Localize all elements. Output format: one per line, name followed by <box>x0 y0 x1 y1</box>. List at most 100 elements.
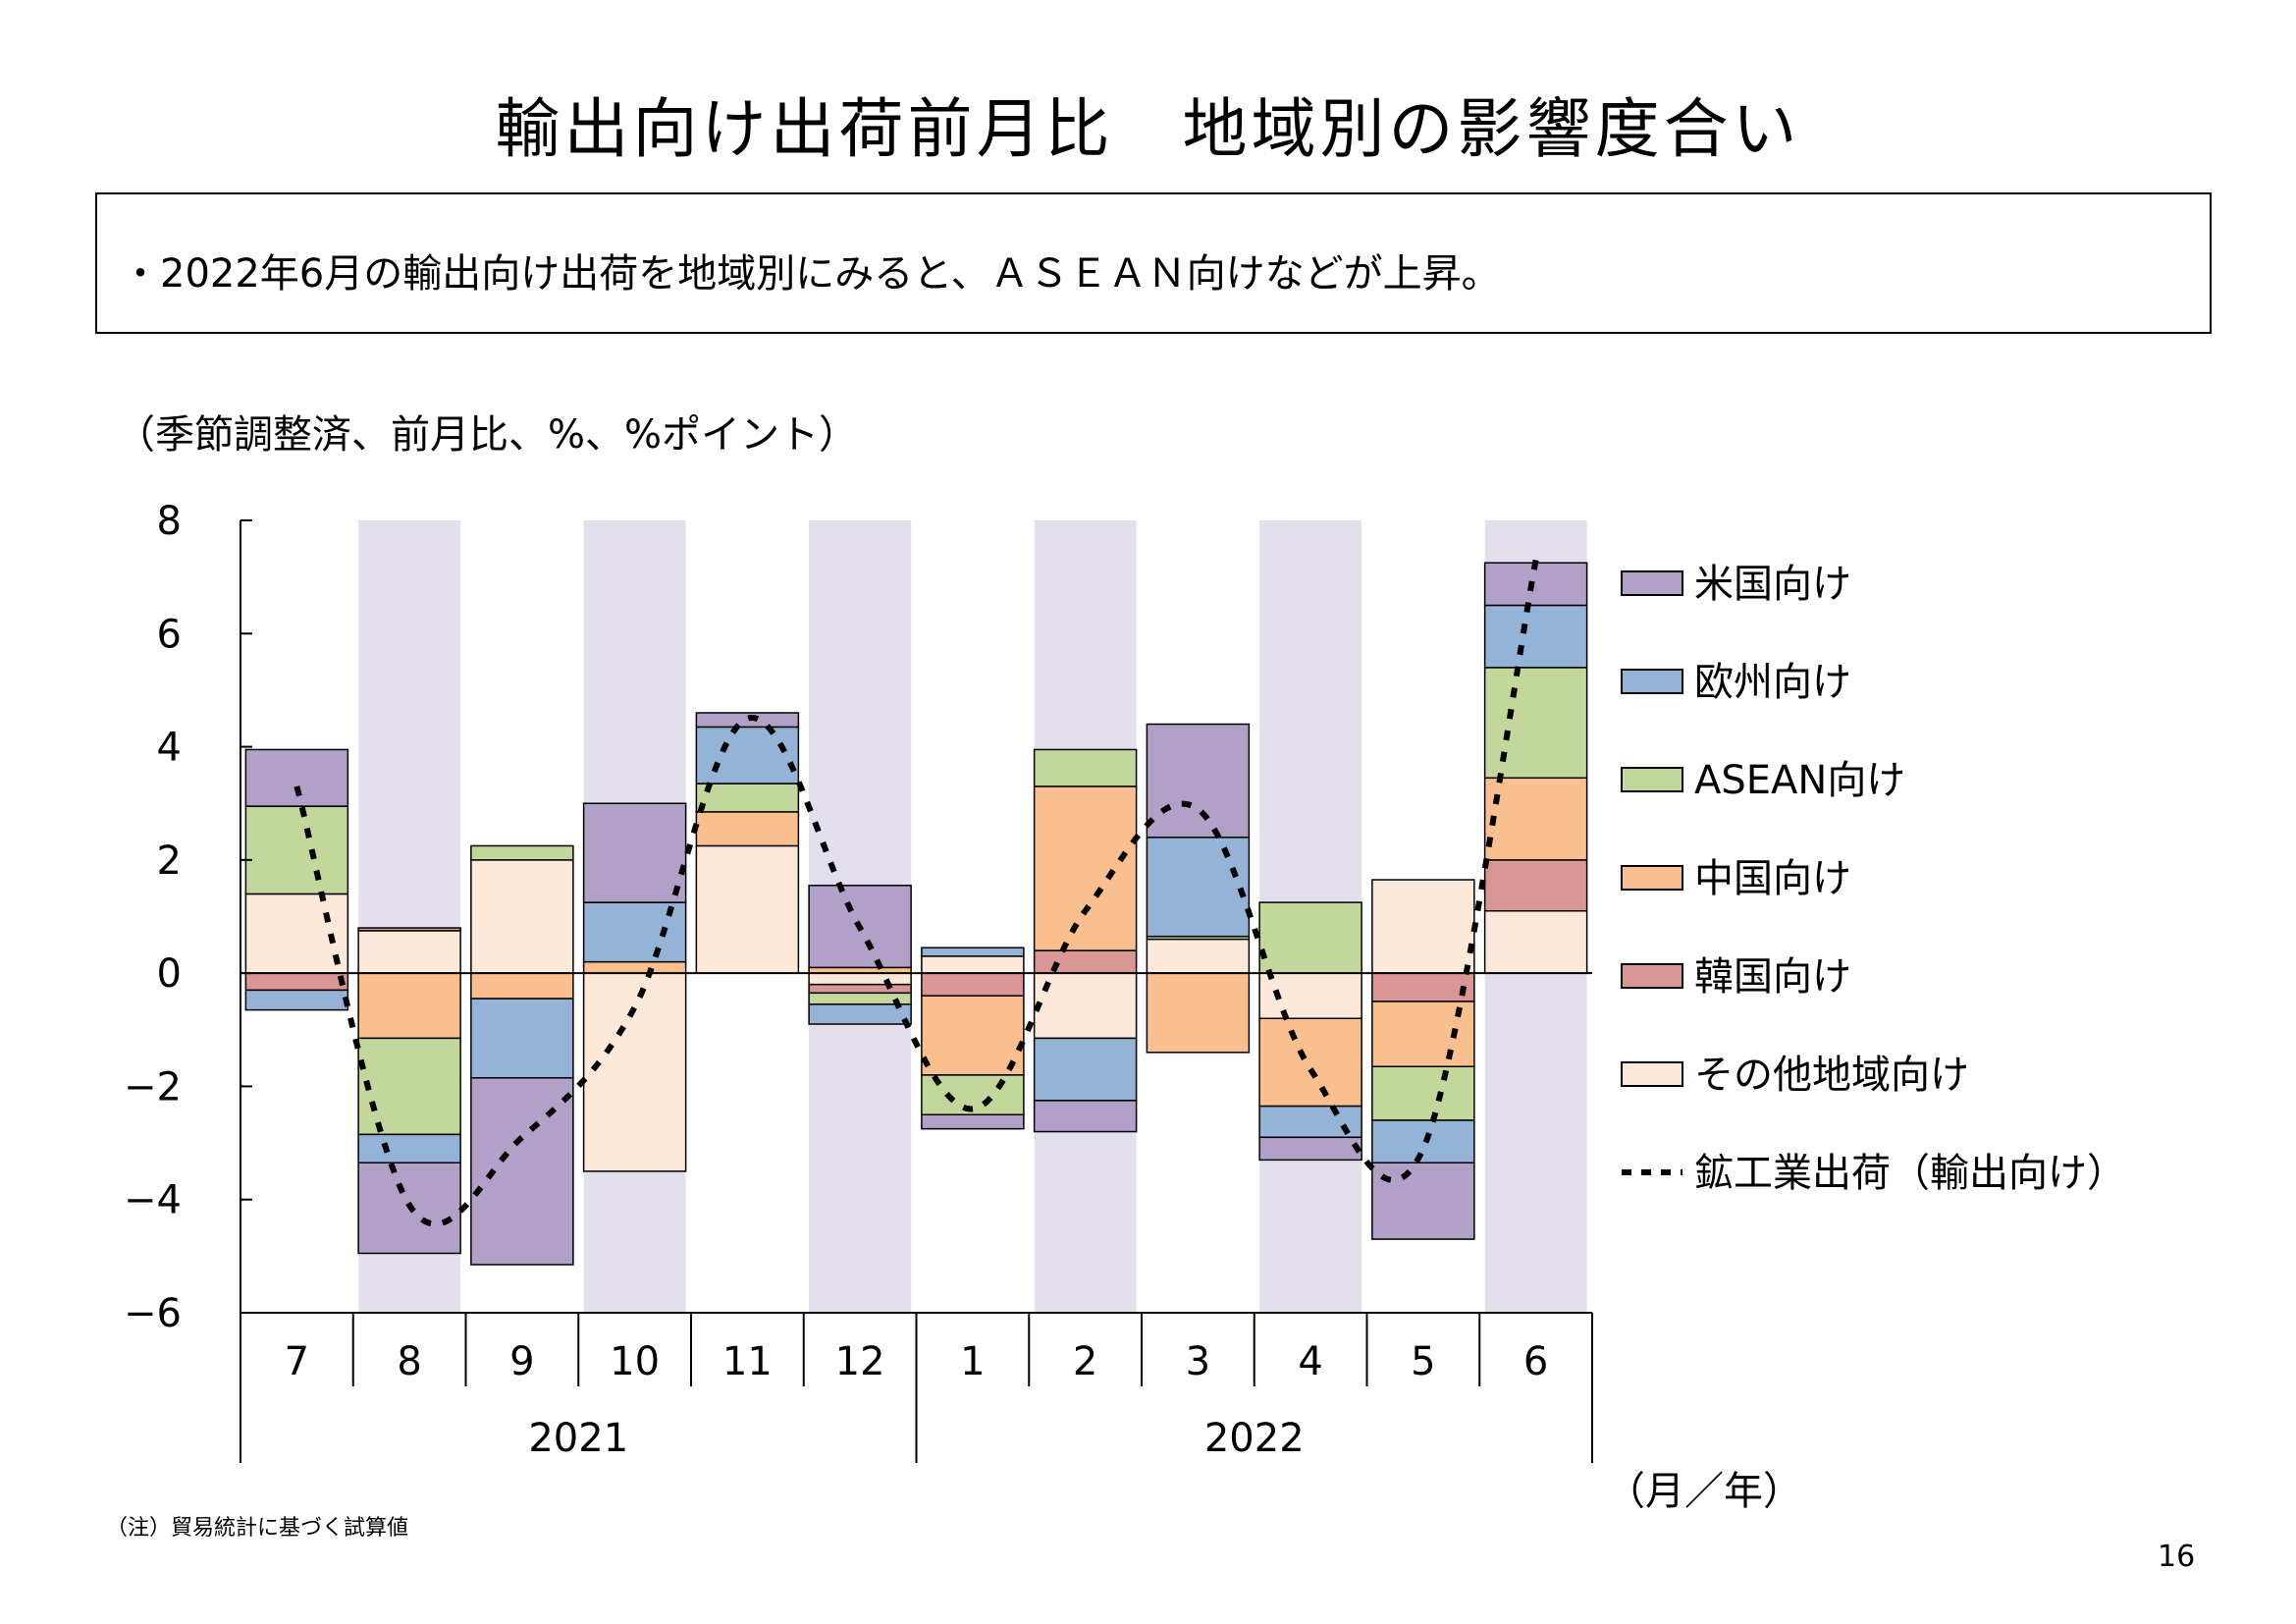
x-tick-label: 2 <box>1073 1339 1097 1384</box>
bar-segment <box>582 972 687 1172</box>
bar-segment <box>1258 901 1362 974</box>
bar-segment <box>582 802 687 903</box>
bar-segment <box>1483 562 1588 607</box>
y-tick-label: −6 <box>124 1291 182 1336</box>
y-tick-label: 0 <box>157 951 182 997</box>
legend-label: ASEAN向け <box>1694 758 1905 803</box>
bar-segment <box>244 972 349 992</box>
x-tick-label: 1 <box>960 1339 985 1384</box>
bar-segment <box>1033 785 1138 951</box>
x-tick-label: 6 <box>1523 1339 1548 1384</box>
bar-segment <box>695 726 800 785</box>
bar-segment <box>470 972 574 1000</box>
bar-segment <box>1033 748 1138 787</box>
bar-segment <box>808 972 912 986</box>
x-tick-label: 3 <box>1186 1339 1210 1384</box>
bar-segment <box>808 1003 912 1025</box>
year-label: 2021 <box>528 1416 628 1461</box>
bar-segment <box>695 783 800 813</box>
bar-segment <box>1033 1100 1138 1133</box>
bar-segment <box>244 805 349 895</box>
x-tick-label: 11 <box>722 1339 773 1384</box>
legend-swatch <box>1621 570 1683 596</box>
legend-swatch <box>1621 963 1683 989</box>
bar-segment <box>1146 938 1251 974</box>
bar-segment <box>695 712 800 729</box>
export-shipment-line <box>294 559 1539 1227</box>
bar-segment <box>244 989 349 1011</box>
bar-segment <box>695 811 800 847</box>
bar-segment <box>357 972 461 1040</box>
bars <box>244 562 1588 1266</box>
y-tick-label: 4 <box>157 726 182 771</box>
bar-segment <box>921 947 1025 957</box>
bar-segment <box>470 859 574 974</box>
bar-segment <box>1371 1162 1475 1240</box>
y-tick-label: 6 <box>157 612 182 657</box>
page-title: 輸出向け出荷前月比 地域別の影響度合い <box>495 91 1801 167</box>
bar-segment <box>1258 1017 1362 1108</box>
legend-swatch <box>1621 669 1683 694</box>
bar-segment <box>1483 667 1588 780</box>
bar-segment <box>1146 723 1251 839</box>
y-tick-label: −2 <box>124 1064 182 1110</box>
bar-segment <box>582 960 687 974</box>
footnote: （注）貿易統計に基づく試算値 <box>106 1516 409 1541</box>
legend-label: 中国向け <box>1694 856 1851 901</box>
year-label: 2022 <box>1204 1416 1305 1461</box>
bar-segment <box>357 1037 461 1136</box>
summary-text: ・2022年6月の輸出向け出荷を地域別にみると、ＡＳＥＡＮ向けなどが上昇。 <box>121 251 1501 297</box>
legend-label: 欧州向け <box>1694 660 1851 705</box>
x-tick-label: 7 <box>285 1339 309 1384</box>
bar-segment <box>1483 859 1588 912</box>
legend-swatch <box>1621 865 1683 891</box>
bar-segment <box>1146 837 1251 938</box>
legend-swatch <box>1621 767 1683 792</box>
bar-segment <box>470 844 574 861</box>
x-tick-label: 12 <box>835 1339 885 1384</box>
bar-segment <box>1371 1065 1475 1121</box>
legend-label: 韓国向け <box>1694 954 1851 1000</box>
bar-segment <box>357 927 461 932</box>
page-number: 16 <box>2158 1540 2196 1574</box>
bar-segment <box>695 844 800 974</box>
summary-box: ・2022年6月の輸出向け出荷を地域別にみると、ＡＳＥＡＮ向けなどが上昇。 <box>95 192 2212 334</box>
y-tick-label: 8 <box>157 499 182 544</box>
bar-segment <box>1483 909 1588 974</box>
legend-swatch <box>1621 1061 1683 1087</box>
x-tick-label: 5 <box>1411 1339 1435 1384</box>
bar-segment <box>1033 1037 1138 1102</box>
bar-segment <box>244 748 349 807</box>
bar-segment <box>357 1133 461 1164</box>
y-tick-label: −4 <box>124 1178 182 1223</box>
x-tick-label: 9 <box>509 1339 534 1384</box>
bar-segment <box>921 1113 1025 1130</box>
x-axis-label: （月／年） <box>1606 1469 1802 1514</box>
x-tick-label: 4 <box>1298 1339 1322 1384</box>
y-tick-label: 2 <box>157 839 182 884</box>
legend-label: 鉱工業出荷（輸出向け） <box>1694 1151 2126 1196</box>
bar-segment <box>921 955 1025 974</box>
bar-segment <box>1483 777 1588 861</box>
bar-segment <box>1371 1119 1475 1164</box>
bar-segment <box>1033 949 1138 974</box>
bar-segment <box>470 1077 574 1266</box>
bar-segment <box>921 995 1025 1076</box>
bar-segment <box>1258 1136 1362 1162</box>
bar-segment <box>244 893 349 974</box>
bar-segment <box>808 983 912 995</box>
bar-segment <box>921 972 1025 997</box>
bar-segment <box>1371 879 1475 974</box>
bar-segment <box>470 998 574 1079</box>
line-series <box>294 559 1539 1227</box>
legend-label: その他地域向け <box>1694 1053 1969 1098</box>
bar-segment <box>1483 604 1588 669</box>
unit-note: （季節調整済、前月比、%、%ポイント） <box>116 412 859 458</box>
bar-segment <box>357 930 461 974</box>
legend-label: 米国向け <box>1694 562 1851 607</box>
x-tick-label: 10 <box>610 1339 660 1384</box>
bar-segment <box>1146 972 1251 1054</box>
